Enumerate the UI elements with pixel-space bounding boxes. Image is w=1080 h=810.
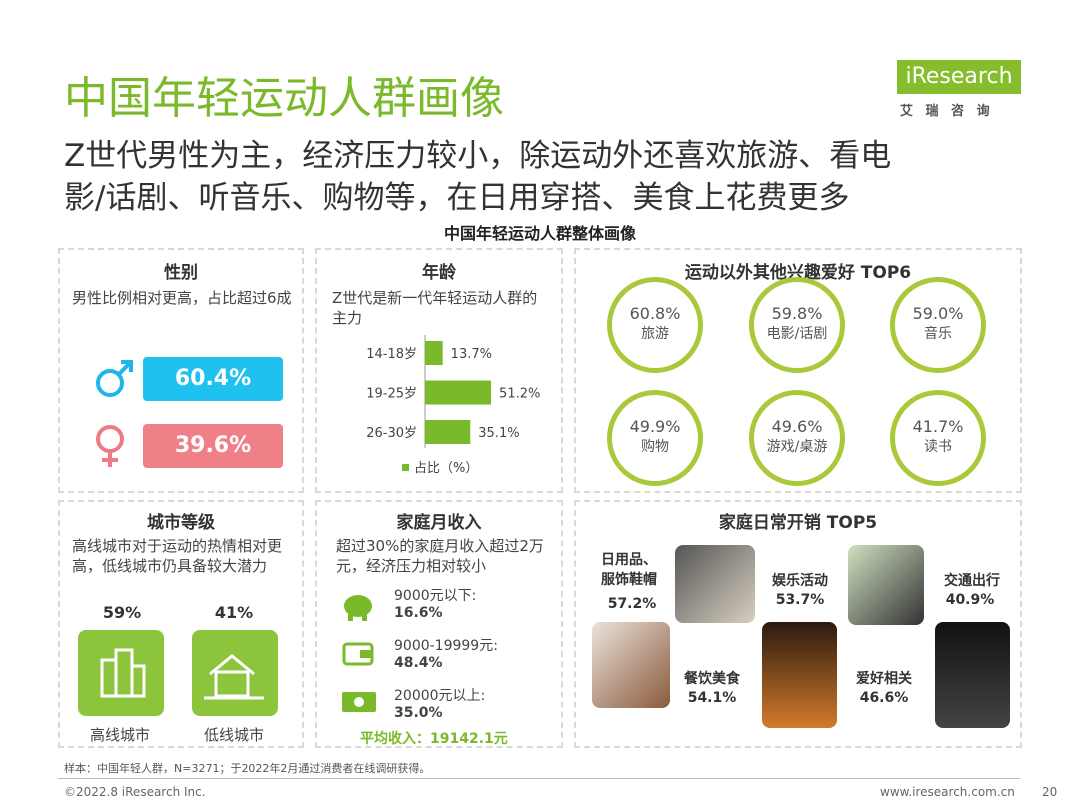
footer-rule (58, 778, 1020, 779)
interest-label: 音乐 (924, 326, 952, 342)
desc: 高线城市对于运动的热情相对更高，低线城市仍具备较大潜力 (72, 537, 283, 575)
income-icons (342, 595, 376, 712)
interest: 60.8% 旅游 (607, 277, 703, 373)
age-label: 19-25岁 (366, 387, 417, 402)
legend-swatch (402, 464, 409, 471)
title: 中国年轻运动人群画像 (64, 73, 504, 124)
url: www.iresearch.com.cn (880, 785, 1015, 799)
panel-title: 运动以外其他兴趣爱好 TOP6 (684, 263, 912, 283)
male-share: 60.4% (143, 357, 283, 401)
expense-label: 日用品、服饰鞋帽 (601, 552, 657, 588)
expense-value: 57.2% (607, 596, 657, 612)
female-share: 39.6% (143, 424, 283, 468)
income-value: 16.6% (394, 605, 443, 621)
interest: 41.7% 读书 (890, 390, 986, 486)
panel (315, 500, 563, 748)
value-label: 35.1% (478, 426, 519, 441)
expense-value: 40.9% (945, 592, 995, 608)
photo (592, 622, 670, 708)
income-value: 48.4% (394, 655, 443, 671)
panel (58, 248, 304, 493)
subtitle-line: 影/话剧、听音乐、购物等，在日用穿搭、美食上花费更多 (64, 180, 850, 216)
expense-value: 46.6% (859, 690, 909, 706)
interest-label: 读书 (924, 439, 952, 455)
photo (848, 545, 924, 625)
expense-value: 54.1% (687, 690, 737, 706)
interest-value: 41.7% (912, 417, 964, 436)
photo (935, 622, 1010, 728)
city-label: 低线城市 (203, 726, 264, 744)
expense-value: 53.7% (775, 592, 825, 608)
legend: 占比（%） (414, 461, 478, 476)
bar (425, 420, 471, 444)
interest-label: 电影/话剧 (766, 326, 828, 342)
income-label: 20000元以上: (394, 688, 486, 704)
interest-value: 59.8% (771, 304, 823, 323)
average-income: 平均收入：19142.1元 (360, 731, 508, 747)
interest: 59.0% 音乐 (890, 277, 986, 373)
interest-label: 旅游 (641, 326, 669, 342)
desc: 男性比例相对更高，占比超过6成 (72, 289, 292, 307)
value-label: 13.7% (451, 347, 492, 362)
expense-label: 餐饮美食 (684, 671, 740, 687)
desc: Z世代是新一代年轻运动人群的主力 (332, 289, 538, 327)
expense-label: 爱好相关 (856, 671, 912, 687)
bar (425, 341, 443, 365)
panel (58, 500, 304, 748)
interest-label: 游戏/桌游 (766, 439, 828, 455)
interest-value: 49.6% (771, 417, 823, 436)
panel-title: 性别 (164, 263, 198, 283)
desc: 超过30%的家庭月收入超过2万元，经济压力相对较小 (336, 537, 544, 575)
panel-title: 家庭月收入 (396, 513, 482, 533)
photo (675, 545, 755, 623)
income-label: 9000-19999元: (394, 638, 498, 654)
city-icons (78, 630, 278, 716)
panel (574, 500, 1022, 748)
panel-title: 年龄 (422, 263, 456, 283)
city-share: 59% (102, 603, 142, 622)
expense-label: 娱乐活动 (772, 573, 828, 589)
expense-label: 交通出行 (944, 573, 1000, 589)
copyright: ©2022.8 iResearch Inc. (64, 785, 206, 799)
panel-title: 城市等级 (147, 513, 215, 533)
interest-value: 49.9% (629, 417, 681, 436)
interest: 59.8% 电影/话剧 (749, 277, 845, 373)
subtitle-line: Z世代男性为主，经济压力较小，除运动外还喜欢旅游、看电 (64, 138, 892, 174)
panel (574, 248, 1022, 493)
interest-value: 60.8% (629, 304, 681, 323)
income-value: 35.0% (394, 705, 443, 721)
section-title: 中国年轻运动人群整体画像 (443, 224, 636, 243)
photo (762, 622, 837, 728)
value-label: 51.2% (499, 387, 540, 402)
logo-sub: 艾 瑞 咨 询 (900, 104, 994, 119)
age-chart: 14-18岁 13.7% 19-25岁 51.2% 26-30岁 35.1% 占比（%） (366, 335, 540, 476)
age-label: 14-18岁 (366, 347, 417, 362)
logo: iResearch (897, 60, 1021, 94)
age-label: 26-30岁 (366, 426, 417, 441)
interest: 49.6% 游戏/桌游 (749, 390, 845, 486)
page-number: 20 (1042, 785, 1058, 799)
interest: 49.9% 购物 (607, 390, 703, 486)
note: 样本：中国年轻人群，N=3271；于2022年2月通过消费者在线调研获得。 (64, 762, 431, 775)
interest-label: 购物 (641, 439, 669, 455)
interest-value: 59.0% (912, 304, 964, 323)
city-label: 高线城市 (89, 726, 150, 744)
income-label: 9000元以下: (394, 588, 477, 604)
bar (425, 380, 492, 405)
gender-icons (96, 360, 133, 467)
panel-title: 家庭日常开销 TOP5 (718, 513, 878, 533)
panel (315, 248, 563, 493)
city-share: 41% (214, 603, 254, 622)
